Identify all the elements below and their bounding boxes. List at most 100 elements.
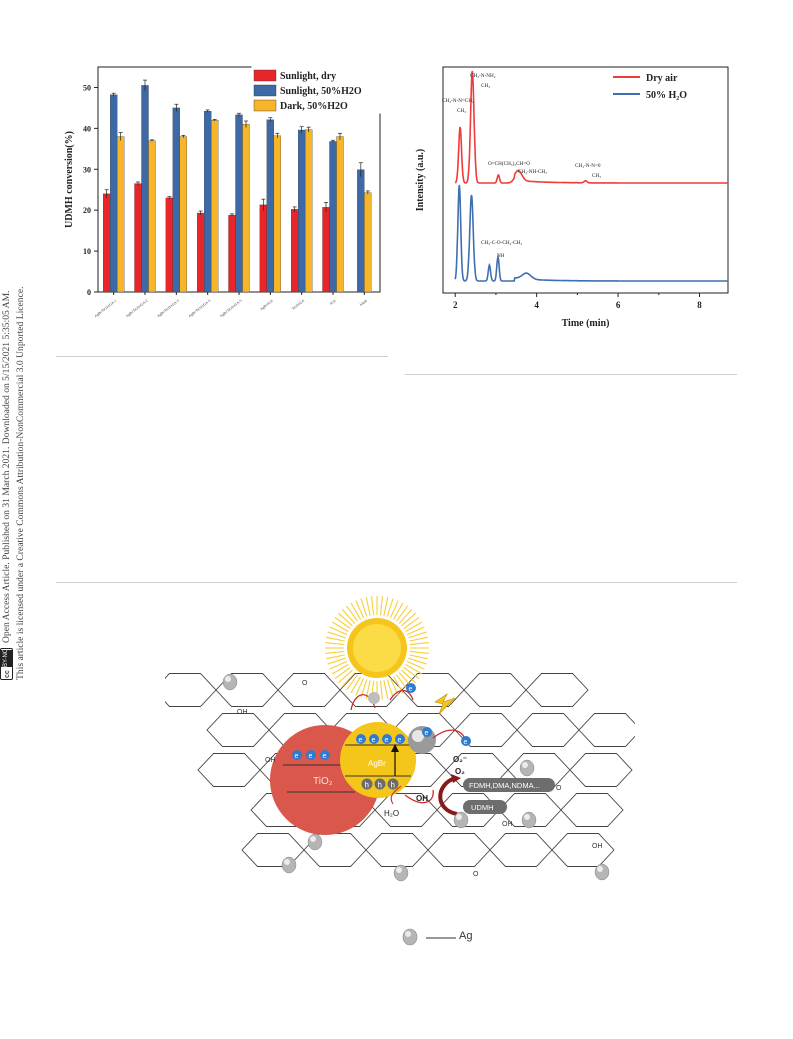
sun-ray <box>345 674 359 691</box>
svg-text:O: O <box>556 785 562 792</box>
bar-0-4 <box>228 214 236 293</box>
sun-ray <box>383 597 389 616</box>
tio2-label: TiO₂ <box>313 776 333 787</box>
bar-2-7 <box>336 136 344 293</box>
sun-ray <box>345 605 359 622</box>
bar-chart: 0 10 20 30 40 50 UDMH conversion(%) AgBr/TiO2/r… <box>64 66 381 319</box>
hex-cell <box>215 673 279 707</box>
udmh-label: UDMH <box>471 803 494 812</box>
tio2-electrons: e e e <box>292 750 330 760</box>
svg-text:h: h <box>365 781 369 790</box>
sun-ray <box>409 636 428 642</box>
peak-annotation: CH₃ <box>592 173 601 179</box>
y-axis-label: Intensity (a.u.) <box>415 149 426 212</box>
sun-ray <box>401 612 417 627</box>
bar-0-0 <box>103 193 111 293</box>
x-tick-label: 6 <box>616 300 621 310</box>
sun-ray <box>329 660 348 670</box>
svg-text:OH: OH <box>265 757 276 764</box>
bar-1-7 <box>329 141 337 293</box>
peak-annotation: CH₃-N-N=0 <box>575 163 601 169</box>
x-tick-label: blank <box>359 299 368 307</box>
x-tick-label: TiO2/rGA <box>291 298 305 311</box>
sun-ray <box>408 631 427 639</box>
license-sidebar: cc BY-NC Open Access Article. Published on… <box>0 100 40 680</box>
bar-0-6 <box>291 209 299 293</box>
license-line-1: cc BY-NC Open Access Article. Published on… <box>0 100 14 680</box>
peak-annotation: CH₃-N-N=CH₂ <box>442 98 474 104</box>
y-tick-label: 0 <box>87 288 91 297</box>
sun-ray <box>386 598 394 617</box>
x-tick-label: 4 <box>534 300 539 310</box>
x-tick-label: AgBr/TiO2/rGA-4 <box>188 299 212 319</box>
sun-ray <box>403 666 420 680</box>
sun-ray <box>401 669 417 684</box>
bar-2-8 <box>364 192 372 293</box>
svg-text:h: h <box>378 781 382 790</box>
sun-ray <box>409 654 428 660</box>
sun-ray <box>334 666 351 680</box>
x-tick-label: 2 <box>453 300 458 310</box>
legend-label-1: 50% H₂O <box>646 90 687 101</box>
bar-1-5 <box>266 119 274 293</box>
ag-dot-highlight <box>456 814 462 820</box>
bar-2-5 <box>273 135 281 293</box>
legend-swatch-2 <box>253 99 277 112</box>
peak-annotation: CH₃ <box>481 83 490 89</box>
sun-ray <box>331 664 349 675</box>
products-label: FDMH,DMA,NDMA... <box>469 781 540 790</box>
ag-dot-highlight <box>396 867 402 873</box>
bar-2-2 <box>179 136 187 293</box>
y-tick-label: 50 <box>83 83 91 92</box>
divider-full <box>56 582 737 583</box>
sun-ray <box>395 674 409 691</box>
x-tick-label: AgBr/rGA <box>259 298 274 311</box>
bar-1-4 <box>235 114 243 293</box>
agbr-holes: h h h <box>361 778 399 790</box>
lightning-icon <box>434 693 456 715</box>
sun-ray <box>406 626 425 636</box>
x-tick-label: 8 <box>697 300 702 310</box>
y-tick-label: 10 <box>83 247 91 256</box>
agbr-label: AgBr <box>368 759 386 768</box>
ag-particles <box>222 673 610 882</box>
legend-label-2: Dark, 50%H2O <box>280 101 348 112</box>
svg-text:e: e <box>309 753 313 760</box>
divider-left <box>56 356 388 357</box>
bar-1-0 <box>110 94 118 293</box>
y-tick-label: 30 <box>83 165 91 174</box>
svg-text:e: e <box>295 753 299 760</box>
plot-frame <box>442 66 729 294</box>
bar-1-2 <box>172 107 180 293</box>
sun-ray <box>409 650 429 654</box>
y-axis-label: UDMH conversion(%) <box>64 131 75 228</box>
legend-swatch-1 <box>253 84 277 97</box>
hex-cell <box>569 753 633 787</box>
legend-label-0: Sunlight, dry <box>280 71 336 82</box>
hex-cell <box>463 673 527 707</box>
svg-text:O: O <box>473 871 479 878</box>
sun-ray <box>403 616 420 630</box>
ag-dot-highlight <box>597 866 603 872</box>
bar-1-6 <box>298 129 306 293</box>
o2-minus-label: O₂⁻ <box>453 755 467 764</box>
x-axis-label: Time (min) <box>562 318 610 329</box>
sun-ray <box>325 642 345 646</box>
sun-ray <box>341 608 356 624</box>
sun-ray <box>341 672 356 688</box>
hex-cell <box>525 673 589 707</box>
sun-ray <box>389 600 399 619</box>
x-tick-label: AgBr/TiO2/rGA-5 <box>219 299 243 319</box>
bar-2-6 <box>305 129 313 293</box>
x-tick-label: AgBr/TiO2/rGA-1 <box>94 299 118 319</box>
hex-cell <box>436 793 500 827</box>
sun-ray <box>327 631 346 639</box>
sun-ray <box>337 669 353 684</box>
ag-dot <box>521 811 537 829</box>
license-line-2: This article is licensed under a Creativ… <box>15 286 26 680</box>
hex-cell <box>489 833 553 867</box>
bar-0-3 <box>197 212 205 293</box>
peak-annotation: O=CH(CH₃)₃CH=O <box>488 160 530 167</box>
sun-ray <box>379 596 383 616</box>
x-tick-label: AgBr/TiO2/rGA-3 <box>156 299 180 319</box>
